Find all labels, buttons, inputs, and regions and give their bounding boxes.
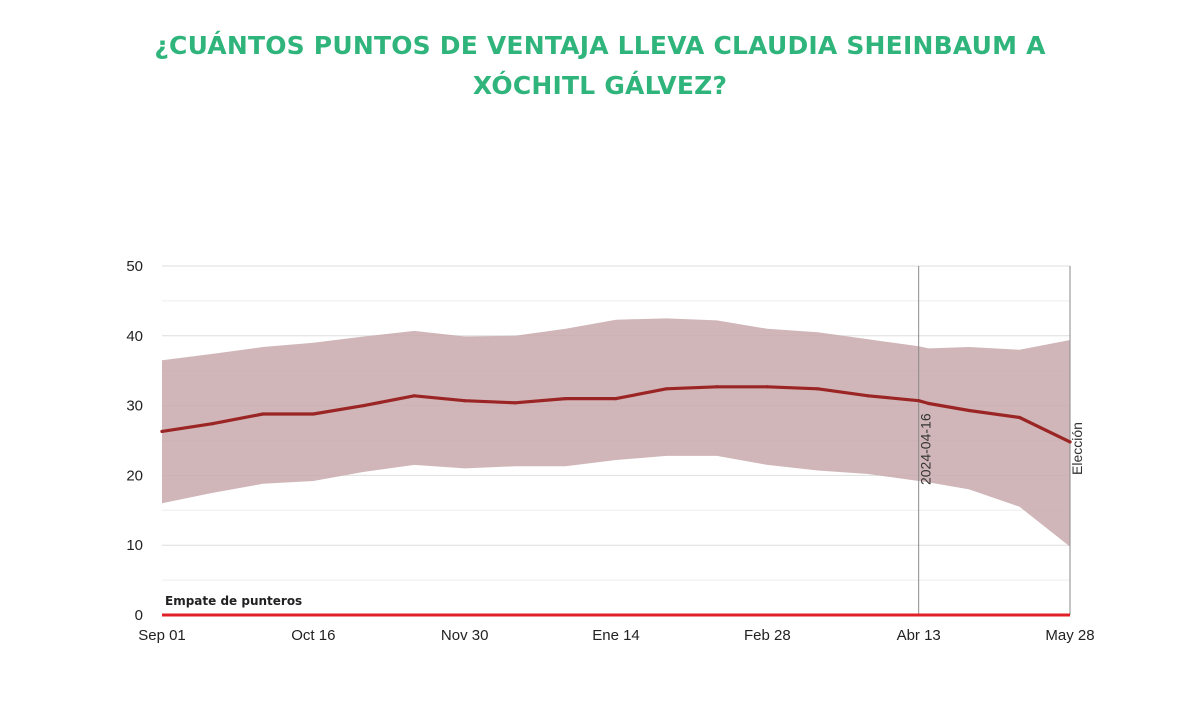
reference-line-label: Elección bbox=[1069, 422, 1085, 475]
lead-point bbox=[362, 404, 366, 408]
lead-point bbox=[1068, 440, 1072, 444]
lead-point bbox=[715, 385, 719, 389]
lead-point bbox=[463, 399, 467, 403]
lead-point bbox=[210, 422, 215, 426]
lead-point bbox=[311, 412, 315, 416]
lead-point bbox=[866, 394, 870, 398]
lead-point bbox=[917, 399, 921, 403]
lead-line bbox=[160, 385, 1072, 444]
x-tick-label: Ene 14 bbox=[592, 627, 640, 644]
lead-point bbox=[664, 387, 669, 391]
chart-title-line-1: ¿CUÁNTOS PUNTOS DE VENTAJA LLEVA CLAUDIA… bbox=[154, 31, 1046, 60]
tie-line-label: Empate de punteros bbox=[165, 594, 302, 608]
x-tick-label: Sep 01 bbox=[138, 627, 186, 644]
lead-point bbox=[513, 401, 517, 405]
chart-title-line-2: XÓCHITL GÁLVEZ? bbox=[472, 71, 728, 100]
x-tick-label: Nov 30 bbox=[441, 627, 489, 644]
y-tick-label: 10 bbox=[126, 537, 143, 554]
lead-point bbox=[614, 397, 618, 401]
y-tick-label: 40 bbox=[126, 328, 143, 345]
chart-title: ¿CUÁNTOS PUNTOS DE VENTAJA LLEVA CLAUDIA… bbox=[0, 26, 1200, 106]
lead-point bbox=[563, 397, 568, 401]
confidence-band bbox=[162, 318, 1070, 547]
lead-point bbox=[927, 401, 931, 406]
y-tick-label: 20 bbox=[126, 467, 143, 484]
lead-point bbox=[412, 394, 416, 398]
y-tick-label: 50 bbox=[126, 258, 143, 275]
lead-point bbox=[765, 385, 769, 389]
lead-point bbox=[816, 387, 820, 391]
lead-point bbox=[1017, 415, 1022, 420]
lead-point bbox=[160, 429, 164, 434]
x-tick-label: Oct 16 bbox=[291, 627, 335, 644]
lead-point bbox=[261, 412, 265, 416]
lead-point bbox=[967, 408, 971, 413]
reference-line-label: 2024-04-16 bbox=[918, 413, 934, 485]
y-tick-label: 0 bbox=[135, 607, 143, 624]
y-tick-label: 30 bbox=[126, 398, 143, 415]
x-tick-label: Abr 13 bbox=[897, 627, 941, 644]
x-tick-label: Feb 28 bbox=[744, 627, 791, 644]
x-tick-label: May 28 bbox=[1045, 627, 1094, 644]
